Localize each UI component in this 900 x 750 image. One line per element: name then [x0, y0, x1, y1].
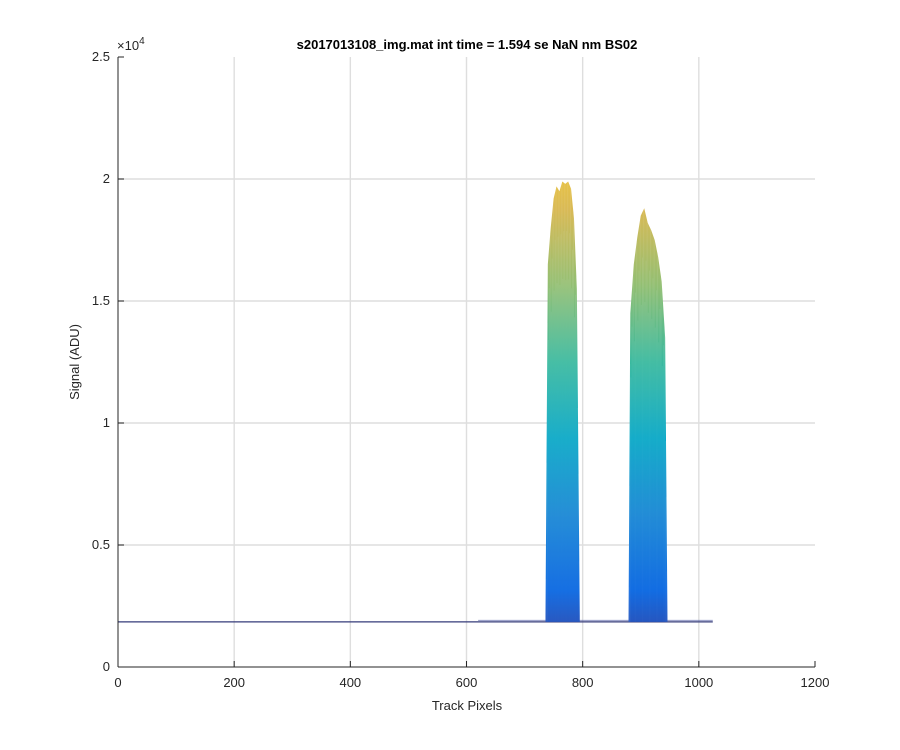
- chart-title: s2017013108_img.mat int time = 1.594 se …: [297, 37, 638, 52]
- signal-peak-1: [545, 181, 580, 622]
- y-exponent-base: ×10: [117, 38, 139, 53]
- y-exponent-multiplier: ×104: [117, 36, 145, 53]
- tick-labels: 0 200 400 600 800 1000 1200 0 0.5 1 1.5 2 2.5: [92, 49, 830, 690]
- x-axis-label: Track Pixels: [432, 698, 503, 713]
- x-tick-label: 200: [223, 675, 245, 690]
- x-tick-label: 400: [339, 675, 361, 690]
- y-axis-label: Signal (ADU): [67, 324, 82, 400]
- x-tick-label: 1200: [801, 675, 830, 690]
- x-tick-label: 1000: [684, 675, 713, 690]
- x-tick-label: 600: [456, 675, 478, 690]
- y-exponent-power: 4: [139, 36, 145, 47]
- x-tick-label: 800: [572, 675, 594, 690]
- signal-peak-2: [628, 208, 668, 622]
- y-tick-label: 1: [103, 415, 110, 430]
- y-tick-label: 2: [103, 171, 110, 186]
- y-tick-label: 0.5: [92, 537, 110, 552]
- y-tick-label: 2.5: [92, 49, 110, 64]
- data-layer: [118, 181, 713, 623]
- y-tick-label: 0: [103, 659, 110, 674]
- grid: [118, 57, 815, 667]
- y-tick-label: 1.5: [92, 293, 110, 308]
- x-tick-label: 0: [114, 675, 121, 690]
